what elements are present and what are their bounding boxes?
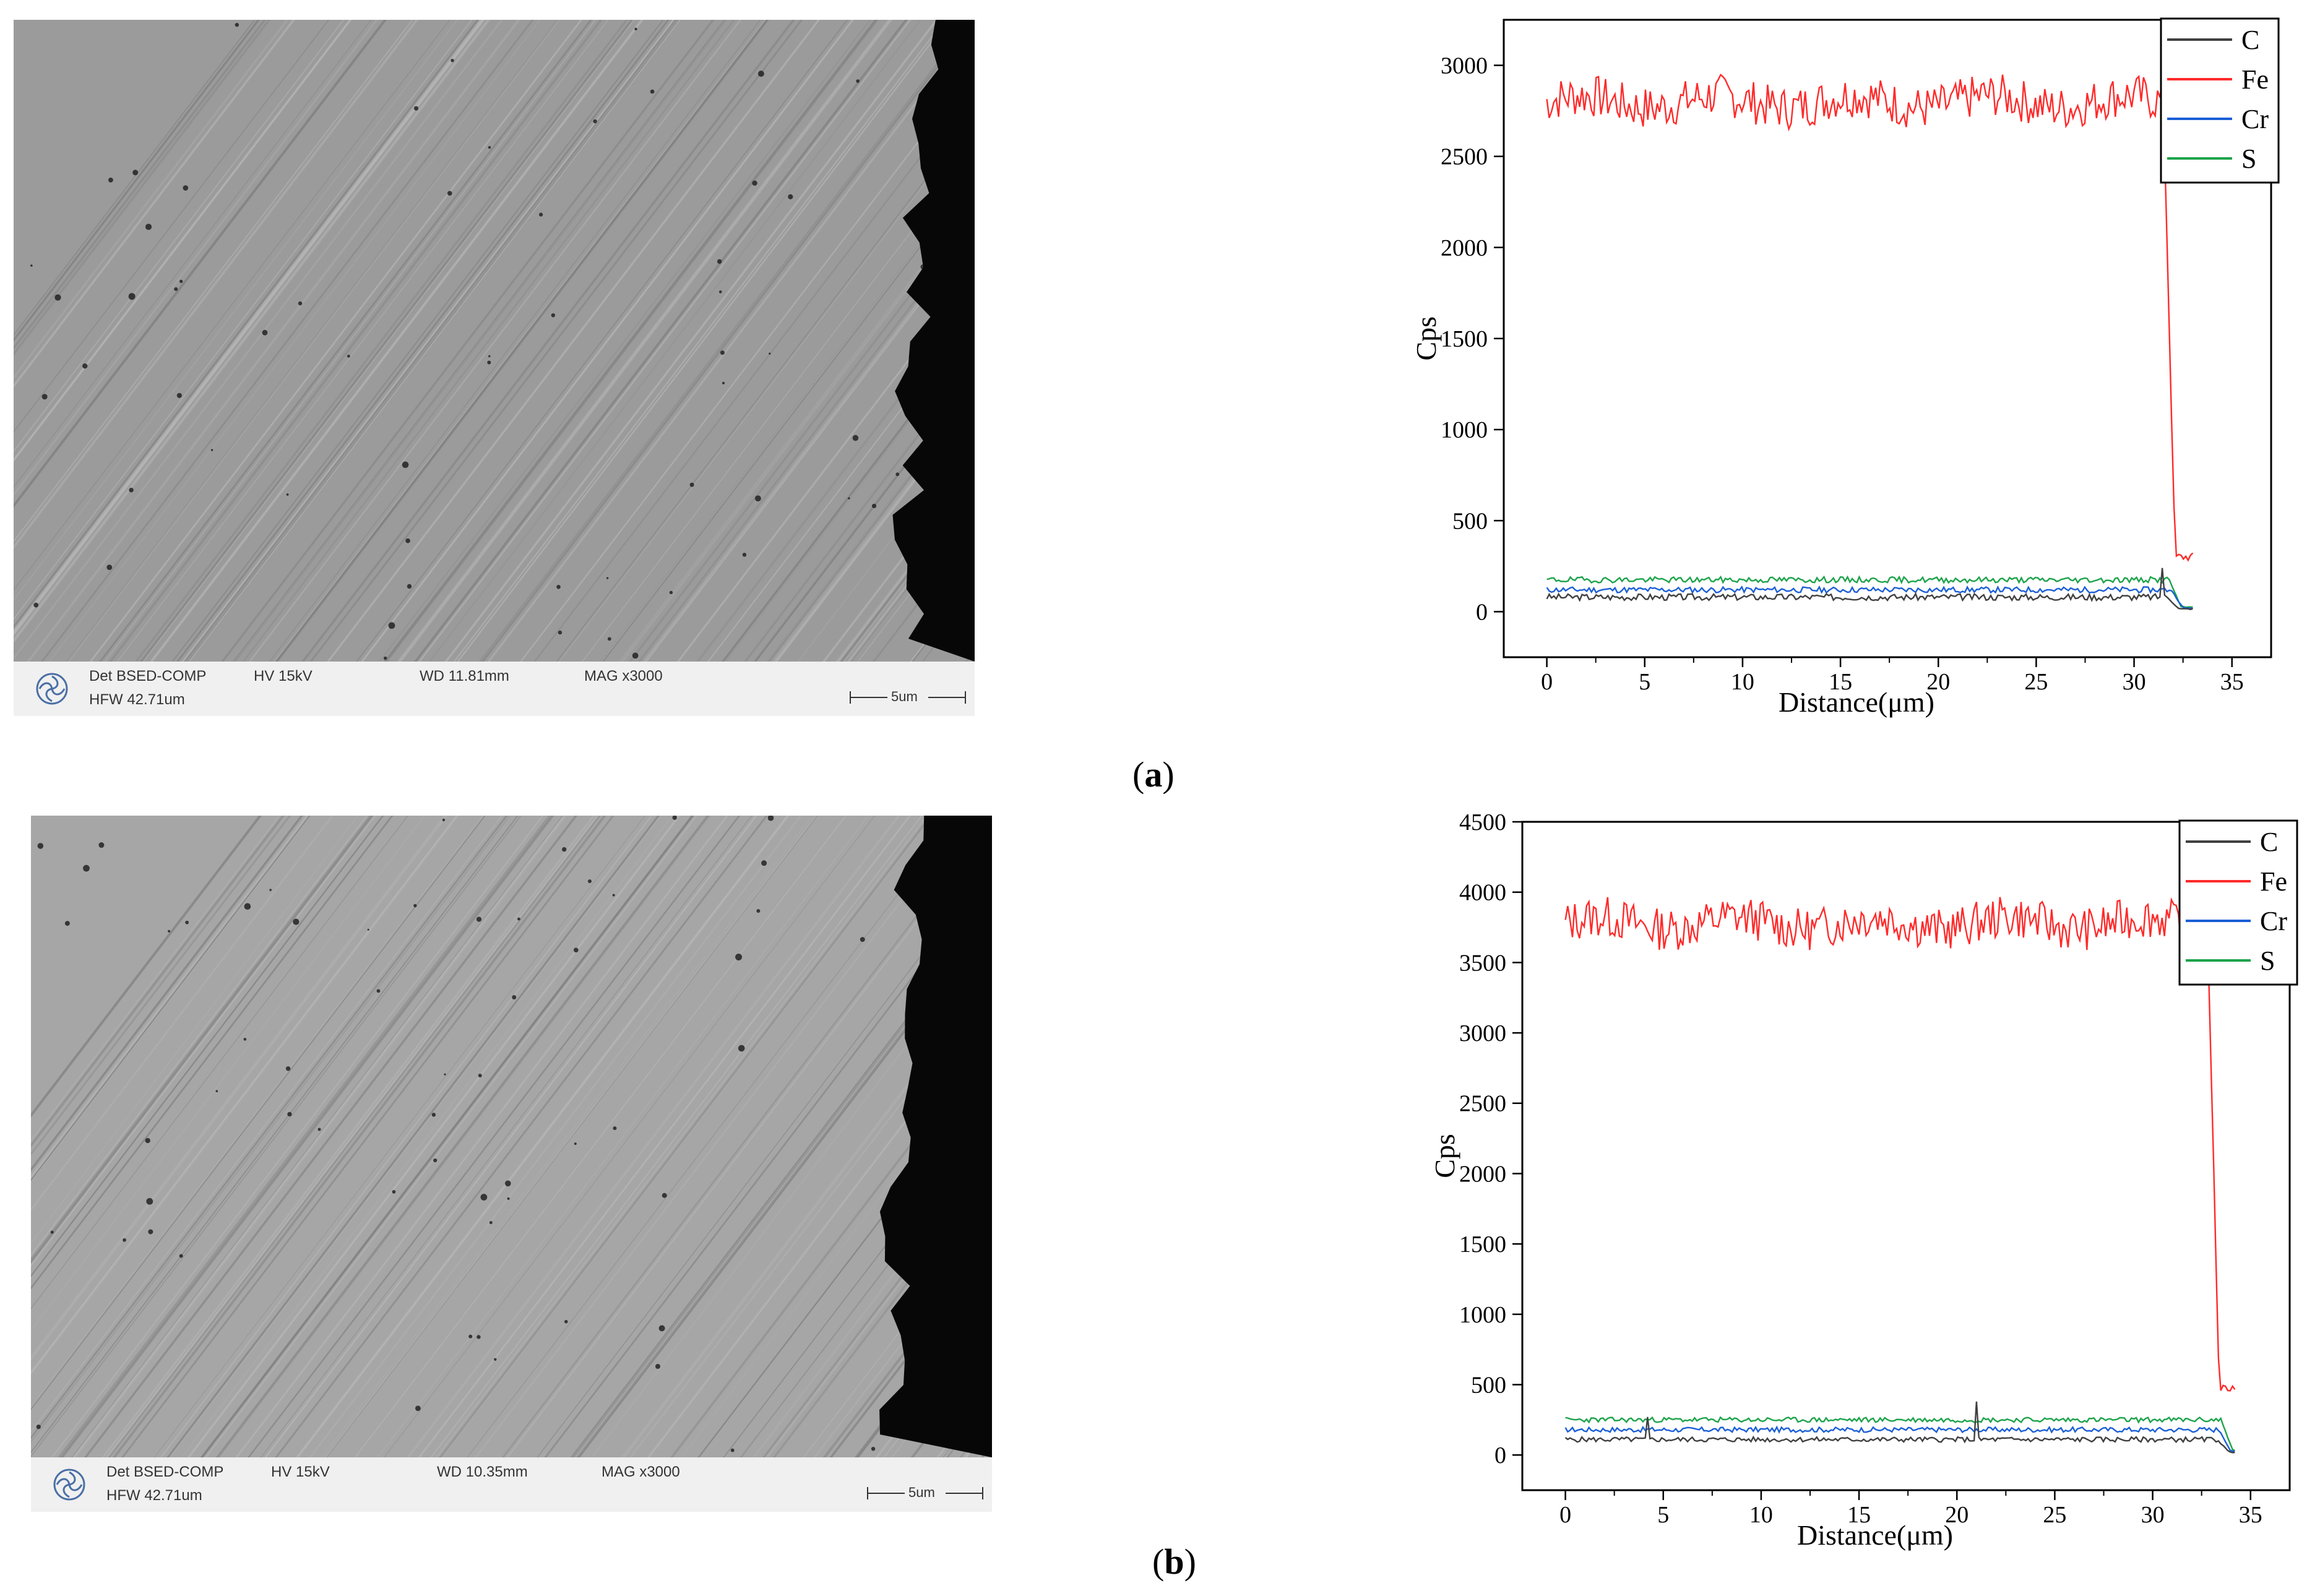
chart-b-ylabel: Cps — [1429, 1134, 1460, 1178]
sem-scale-label: 5um — [891, 689, 918, 704]
chart-b-xtick-label-4: 20 — [1945, 1502, 1969, 1528]
sem-info-bar-b: Det BSED-COMP HV 15kV WD 10.35mm MAG x30… — [31, 1457, 992, 1512]
chart-b-xtick-label-2: 10 — [1749, 1502, 1773, 1528]
chart-a-xtick-label-1: 5 — [1639, 669, 1650, 695]
sem-hv: HV 15kV — [271, 1464, 330, 1480]
chart-a-xtick-label-7: 35 — [2220, 669, 2244, 695]
chart-b-ytick-label-5: 2500 — [1459, 1091, 1506, 1117]
chart-b-plot-frame — [1521, 821, 2291, 1491]
sem-mag: MAG x3000 — [584, 668, 663, 684]
chart-b-ytick-label-8: 4000 — [1459, 880, 1506, 906]
chart-a-legend-label-cr: Cr — [2241, 104, 2269, 134]
chart-b-ytick-label-0: 0 — [1494, 1443, 1506, 1469]
chart-b-series-fe — [1564, 897, 2236, 1392]
chart-b-legend-label-s: S — [2260, 946, 2275, 976]
chart-a-series-cr — [1546, 585, 2193, 610]
chart-a-ytick-label-0: 0 — [1476, 599, 1488, 625]
chart-a-xtick-label-0: 0 — [1541, 669, 1553, 695]
sem-hv: HV 15kV — [254, 668, 313, 684]
chart-a-xtick-label-2: 10 — [1731, 669, 1754, 695]
chart-b-xtick-label-3: 15 — [1847, 1502, 1871, 1528]
sem-scale-bar: 5um — [849, 689, 967, 705]
sem-image-b — [31, 816, 992, 1457]
sem-info-bar-a: Det BSED-COMP HV 15kV WD 11.81mm MAG x30… — [14, 662, 975, 716]
chart-b-series-c — [1564, 1401, 2235, 1454]
caption-b: (b) — [1152, 1542, 1196, 1582]
chart-b-xtick-label-0: 0 — [1559, 1502, 1571, 1528]
sem-image-a — [14, 20, 975, 662]
fei-logo-icon — [53, 1469, 85, 1501]
sem-mag: MAG x3000 — [602, 1464, 680, 1480]
chart-a-ytick-label-5: 2500 — [1441, 144, 1488, 170]
sem-micrograph-b — [31, 816, 992, 1457]
sem-hfw: HFW 42.71um — [106, 1487, 202, 1504]
sem-scale-bar: 5um — [866, 1485, 984, 1501]
chart-a-ytick-label-6: 3000 — [1441, 53, 1488, 79]
chart-a-svg: 0 5 10 15 20 25 30 35 0 500 1000 1500 2000 2500 3000 Di… — [1410, 17, 2280, 718]
chart-b-xtick-label-6: 30 — [2141, 1502, 2165, 1528]
chart-a-series-s — [1546, 575, 2193, 608]
chart-b-ytick-label-3: 1500 — [1459, 1232, 1506, 1257]
sem-wd: WD 11.81mm — [420, 668, 509, 684]
chart-b-ytick-label-6: 3000 — [1459, 1020, 1506, 1046]
chart-a: 0 5 10 15 20 25 30 35 0 500 1000 1500 2000 2500 3000 Di… — [1380, 0, 2320, 743]
chart-b-series-cr — [1564, 1425, 2235, 1452]
chart-a-series-fe — [1546, 74, 2194, 562]
chart-b: 0 5 10 15 20 25 30 35 0 500 1000 1500 2000 2500 3000 35… — [1380, 792, 2320, 1551]
chart-b-svg: 0 5 10 15 20 25 30 35 0 500 1000 1500 2000 2500 3000 35… — [1429, 809, 2298, 1551]
chart-b-xlabel: Distance(μm) — [1797, 1519, 1953, 1551]
chart-a-series-c — [1546, 567, 2193, 611]
chart-b-legend — [2178, 819, 2298, 986]
caption-a-letter: a — [1144, 754, 1163, 795]
chart-b-legend-label-cr: Cr — [2260, 906, 2287, 936]
chart-b-ytick-label-1: 500 — [1471, 1372, 1506, 1398]
chart-a-legend-label-fe: Fe — [2241, 64, 2269, 95]
chart-a-xlabel: Distance(μm) — [1779, 686, 1934, 718]
chart-a-xtick-label-4: 20 — [1926, 669, 1950, 695]
chart-a-xtick-label-5: 25 — [2024, 669, 2048, 695]
caption-a: (a) — [1132, 754, 1175, 795]
chart-b-ytick-label-7: 3500 — [1459, 950, 1506, 976]
chart-a-ytick-label-4: 2000 — [1441, 235, 1488, 261]
chart-a-xtick-label-3: 15 — [1829, 669, 1852, 695]
chart-b-xtick-label-5: 25 — [2043, 1502, 2066, 1528]
chart-a-ylabel: Cps — [1410, 316, 1442, 361]
chart-b-ytick-label-9: 4500 — [1459, 809, 1506, 835]
chart-b-ytick-label-4: 2000 — [1459, 1161, 1506, 1187]
chart-b-legend-label-c: C — [2260, 827, 2278, 857]
chart-a-legend — [2160, 17, 2280, 184]
sem-wd: WD 10.35mm — [437, 1464, 528, 1480]
sem-hfw: HFW 42.71um — [89, 691, 185, 708]
chart-b-xtick-label-1: 5 — [1657, 1502, 1669, 1528]
sem-micrograph-a — [14, 20, 975, 662]
sem-det: Det BSED-COMP — [89, 668, 207, 684]
chart-a-legend-label-s: S — [2241, 144, 2256, 174]
chart-b-ytick-label-2: 1000 — [1459, 1302, 1506, 1328]
chart-a-ytick-label-3: 1500 — [1441, 326, 1488, 352]
chart-b-series-s — [1565, 1416, 2236, 1452]
chart-b-xtick-label-7: 35 — [2239, 1502, 2262, 1528]
sem-scale-label: 5um — [908, 1485, 935, 1500]
chart-b-legend-label-fe: Fe — [2260, 866, 2287, 897]
chart-a-ytick-label-2: 1000 — [1441, 417, 1488, 443]
sem-det: Det BSED-COMP — [106, 1464, 224, 1480]
chart-a-legend-label-c: C — [2241, 25, 2259, 55]
fei-logo-icon — [36, 673, 68, 705]
chart-a-ytick-label-1: 500 — [1452, 508, 1488, 534]
caption-b-letter: b — [1164, 1542, 1184, 1582]
chart-a-xtick-label-6: 30 — [2123, 669, 2146, 695]
